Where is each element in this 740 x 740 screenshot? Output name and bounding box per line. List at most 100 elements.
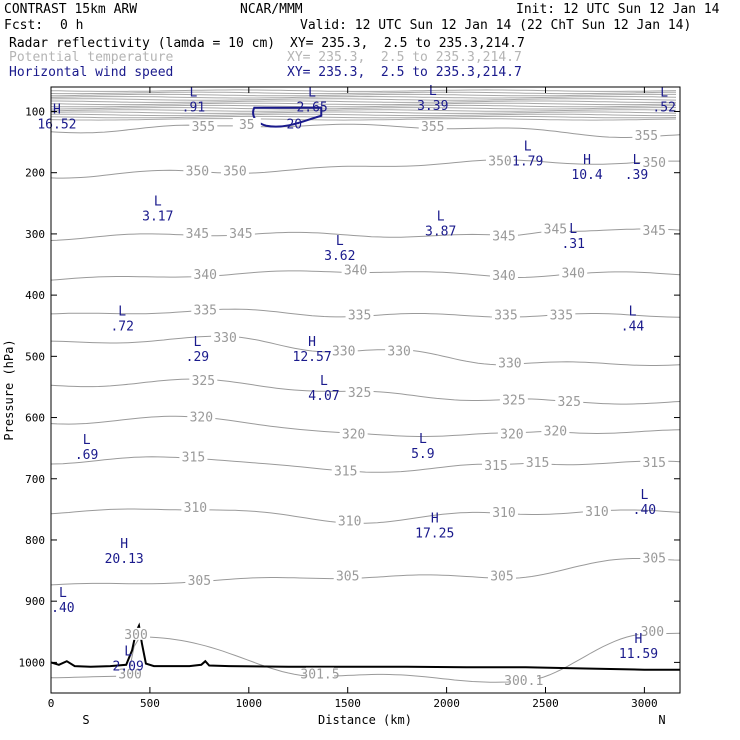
contour-label: 325 bbox=[502, 393, 525, 408]
contour-label: 315 bbox=[526, 456, 549, 471]
contour-label-bg bbox=[491, 308, 520, 321]
contour-label-bg bbox=[523, 455, 552, 468]
extremum-value: .39 bbox=[625, 168, 648, 183]
contour-label: 350 bbox=[488, 155, 511, 170]
extremum-type: L bbox=[429, 84, 437, 99]
extremum-value: 2.09 bbox=[112, 659, 143, 674]
wind-extremum-low: L3.62 bbox=[324, 234, 355, 264]
contour-label: 335 bbox=[194, 303, 217, 318]
contour-label-bg bbox=[345, 308, 374, 321]
wind-extremum-high: H17.25 bbox=[415, 512, 454, 542]
contour-label: 335 bbox=[494, 308, 517, 323]
contour-label-bg bbox=[183, 226, 212, 239]
contour-label-bg bbox=[632, 128, 661, 141]
contour-label: 320 bbox=[190, 411, 213, 426]
extremum-value: 12.57 bbox=[293, 350, 332, 365]
contour-label: 300 bbox=[118, 668, 141, 683]
contour-label: 310 bbox=[184, 501, 207, 516]
x-tick-label: 2500 bbox=[532, 697, 559, 710]
contour-label: 300.1 bbox=[504, 674, 543, 689]
contour-label: 315 bbox=[484, 459, 507, 474]
extremum-value: 5.9 bbox=[411, 447, 434, 462]
extremum-type: L bbox=[419, 432, 427, 447]
extremum-type: H bbox=[120, 537, 128, 552]
upper-contour bbox=[50, 104, 677, 108]
extremum-type: H bbox=[308, 335, 316, 350]
extremum-value: .69 bbox=[75, 448, 98, 463]
reflectivity-contour-label: 20 bbox=[286, 118, 302, 133]
extremum-type: L bbox=[569, 222, 577, 237]
contour-label: 345 bbox=[229, 227, 252, 242]
extremum-type: L bbox=[660, 85, 668, 100]
contour-label: 330 bbox=[213, 331, 236, 346]
x-tick-label: 3000 bbox=[631, 697, 658, 710]
wind-extremum-low: L.29 bbox=[186, 335, 209, 365]
theta-contour-355 bbox=[50, 123, 681, 138]
y-tick-label: 200 bbox=[25, 167, 45, 180]
wind-extremum-high: H12.57 bbox=[293, 335, 332, 365]
extremum-value: 4.07 bbox=[308, 389, 339, 404]
contour-label: 300 bbox=[641, 625, 664, 640]
extremum-type: L bbox=[633, 153, 641, 168]
theta-contour-330 bbox=[50, 335, 681, 366]
contour-label-bg bbox=[333, 569, 362, 582]
extremum-value: 1.79 bbox=[512, 154, 543, 169]
contour-label-bg bbox=[339, 427, 368, 440]
upper-contour bbox=[50, 109, 677, 112]
contour-label-bg bbox=[306, 667, 335, 680]
theta-contour-315 bbox=[50, 456, 681, 473]
contour-label-bg bbox=[640, 155, 669, 168]
contour-label-bg bbox=[191, 267, 220, 280]
contour-label: 305 bbox=[188, 574, 211, 589]
wind-extremum-low: L3.87 bbox=[425, 210, 456, 240]
contour-label-bg bbox=[555, 395, 584, 408]
contour-label: 320 bbox=[500, 428, 523, 443]
extremum-value: 3.87 bbox=[425, 225, 456, 240]
contour-label: 330 bbox=[332, 344, 355, 359]
contour-label-bg bbox=[329, 344, 358, 357]
upper-contour bbox=[50, 98, 677, 101]
x-tick-label: 2000 bbox=[433, 697, 460, 710]
contour-label: 340 bbox=[492, 269, 515, 284]
contour-label: 355 bbox=[421, 120, 444, 135]
contour-label-bg bbox=[541, 222, 570, 235]
contour-label-bg bbox=[487, 569, 516, 582]
wind-extremum-high: H11.59 bbox=[619, 632, 658, 662]
extremum-type: L bbox=[83, 433, 91, 448]
contour-label: 301.5 bbox=[300, 668, 339, 683]
wind-extremum-high: H10.4 bbox=[571, 153, 602, 183]
x-axis-right-end: N bbox=[658, 713, 665, 727]
contour-label: 335 bbox=[348, 308, 371, 323]
extremum-type: H bbox=[583, 153, 591, 168]
contour-label: 320 bbox=[544, 425, 567, 440]
y-tick-label: 400 bbox=[25, 289, 45, 302]
field-wind-name: Horizontal wind speed bbox=[9, 65, 174, 80]
contour-label: 305 bbox=[336, 570, 359, 585]
header-center: NCAR/MMM bbox=[240, 2, 303, 17]
extremum-type: H bbox=[635, 632, 643, 647]
field-theta-xy: XY= 235.3, 2.5 to 235.3,214.7 bbox=[287, 50, 522, 65]
extremum-value: .91 bbox=[182, 100, 205, 115]
contour-label-bg bbox=[541, 424, 570, 437]
contour-label: 330 bbox=[498, 357, 521, 372]
wind-extremum-low: L.52 bbox=[652, 85, 675, 115]
x-tick-label: 0 bbox=[48, 697, 55, 710]
contour-label-bg bbox=[385, 344, 414, 357]
upper-contour bbox=[50, 91, 677, 95]
contour-label: 340 bbox=[561, 267, 584, 282]
extremum-type: L bbox=[640, 488, 648, 503]
extremum-type: L bbox=[437, 210, 445, 225]
contour-label: 350 bbox=[223, 164, 246, 179]
x-tick-label: 1000 bbox=[236, 697, 263, 710]
extremum-value: 10.4 bbox=[571, 168, 602, 183]
contour-label: 345 bbox=[544, 223, 567, 238]
contour-label: 340 bbox=[344, 264, 367, 279]
contour-label: 330 bbox=[387, 344, 410, 359]
wind-extremum-high: H16.52 bbox=[37, 103, 76, 133]
wind-extremum-low: L.72 bbox=[110, 305, 133, 335]
contour-label-bg bbox=[179, 450, 208, 463]
contour-label-bg bbox=[489, 269, 518, 282]
header-valid: Valid: 12 UTC Sun 12 Jan 14 (22 ChT Sun … bbox=[300, 18, 692, 33]
contour-label-bg bbox=[495, 356, 524, 369]
contour-label: 320 bbox=[342, 428, 365, 443]
